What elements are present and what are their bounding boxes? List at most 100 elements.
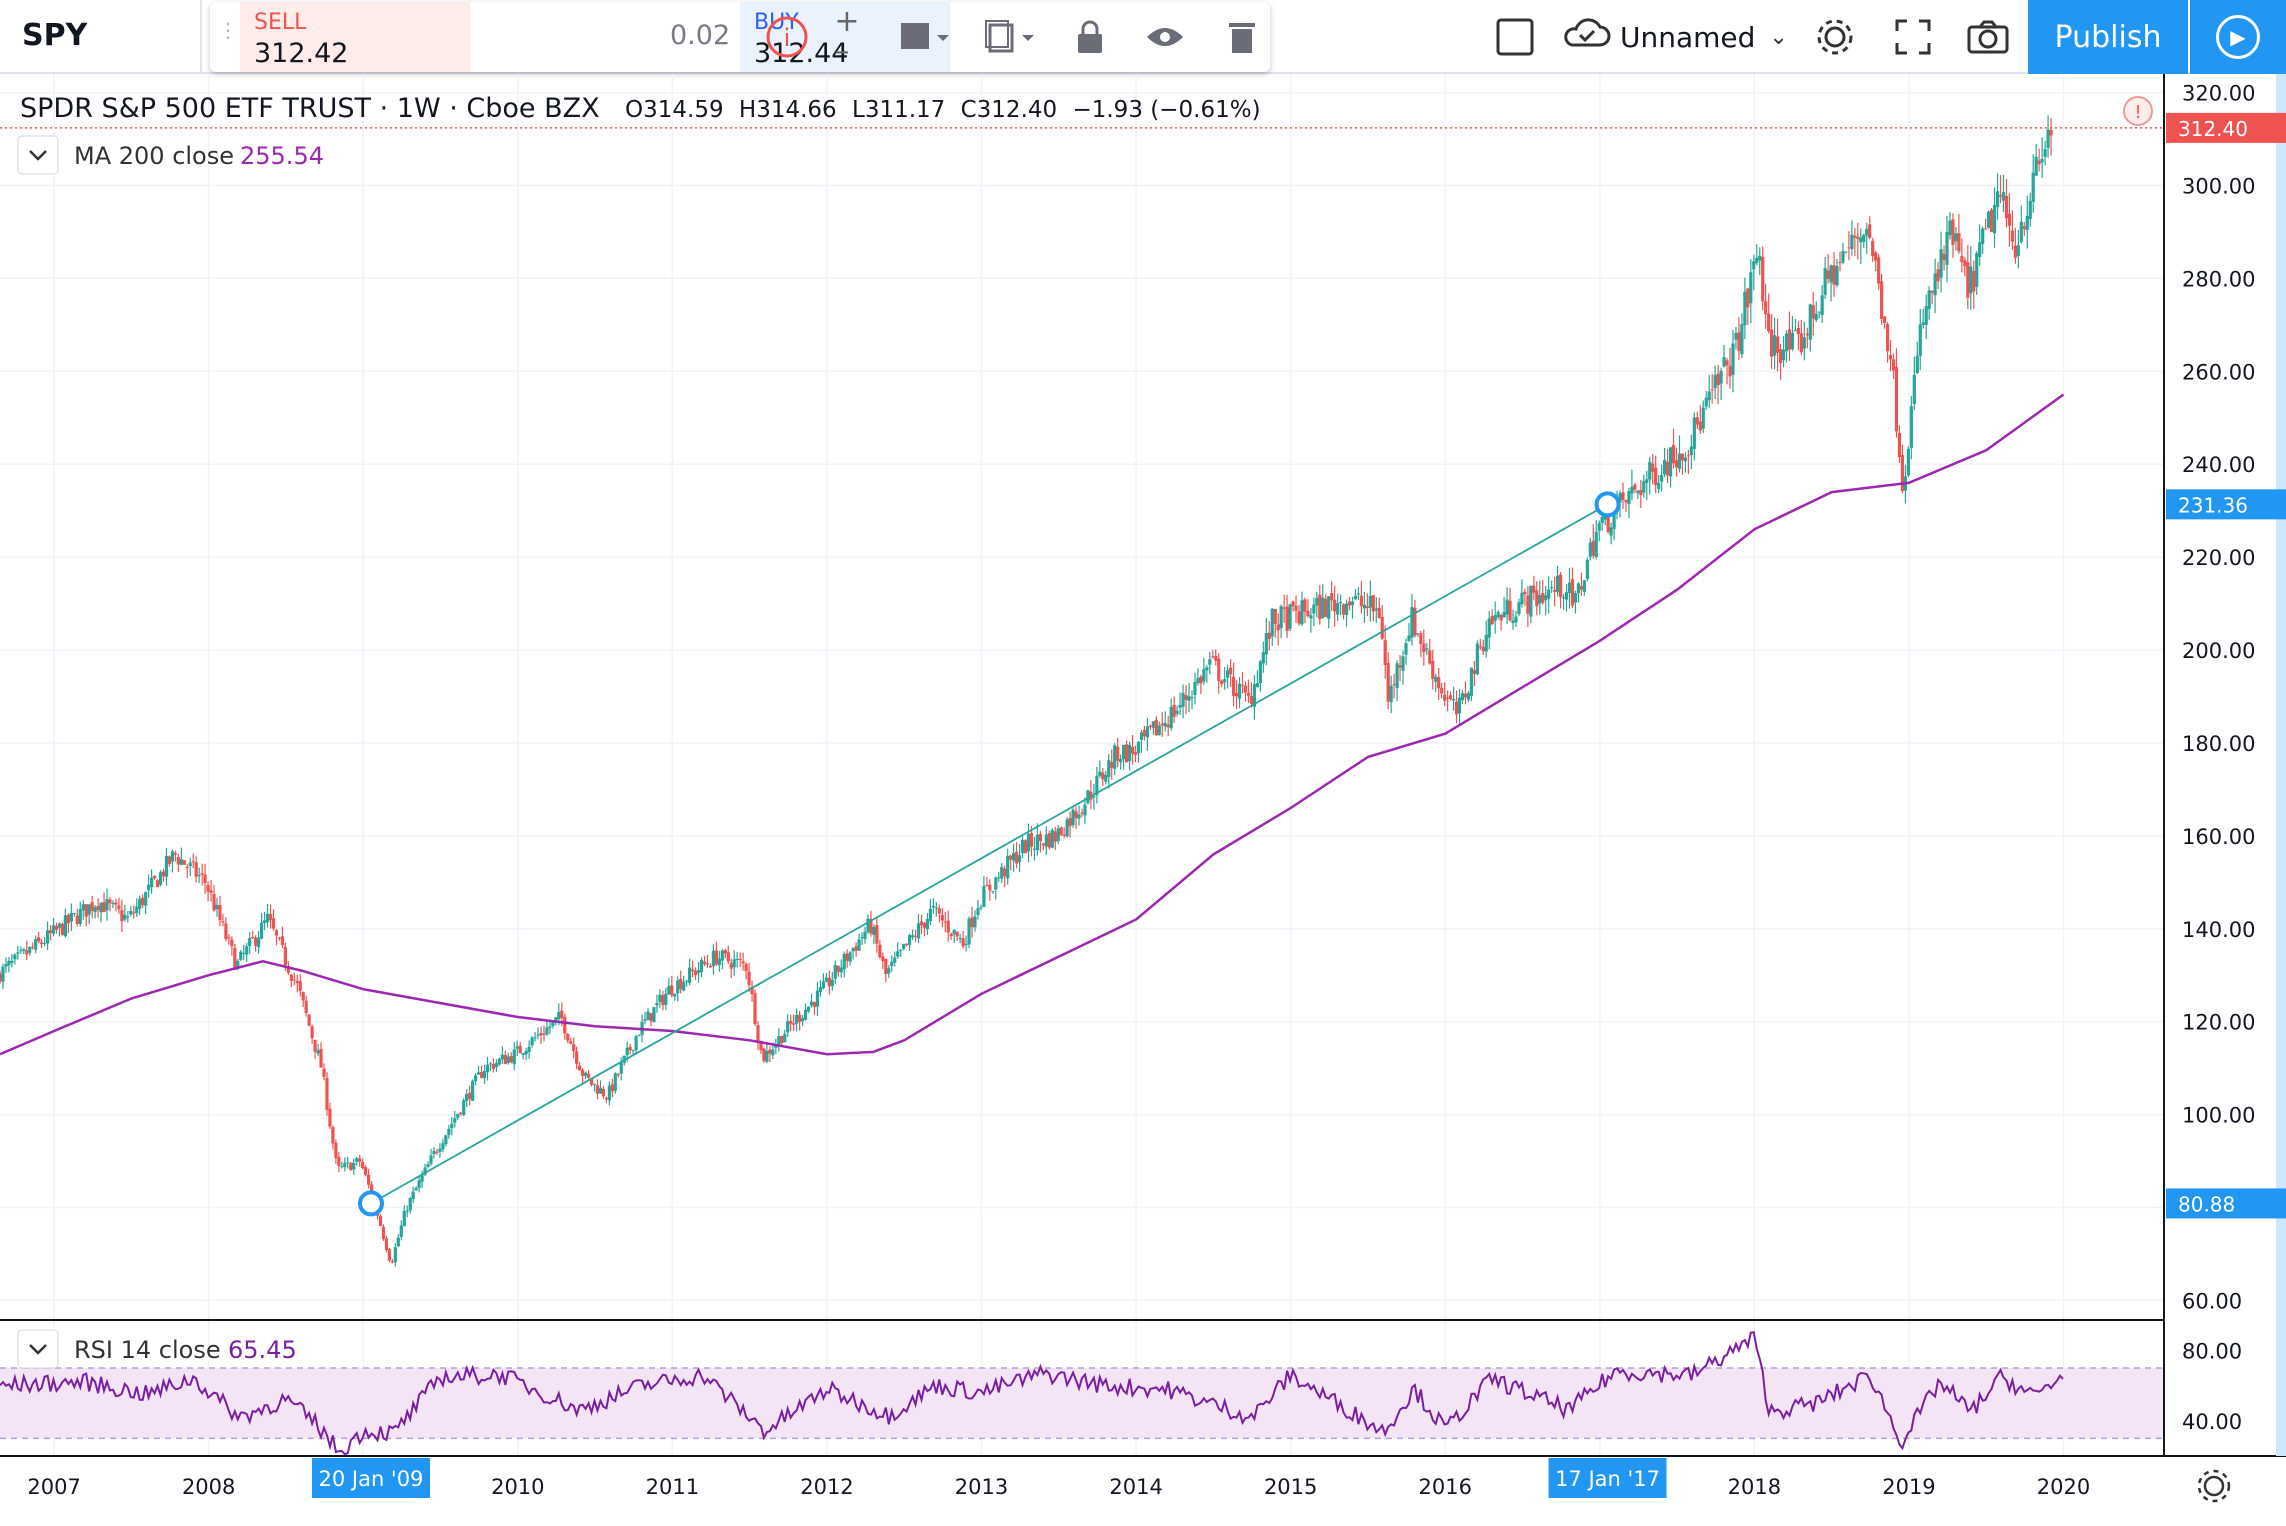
candle-body [307, 1014, 311, 1026]
candle-body [1915, 355, 1919, 374]
candle-body [384, 1238, 389, 1251]
candle-body [869, 918, 873, 934]
candle-body [1312, 604, 1316, 614]
trash-icon[interactable] [1212, 2, 1272, 72]
candle-body [96, 905, 100, 910]
candle-body [1835, 266, 1839, 286]
candle-body [961, 938, 965, 947]
rsi-collapse-button[interactable] [17, 1329, 59, 1369]
symbol-search[interactable]: SPY [22, 18, 88, 53]
candle-body [331, 1127, 335, 1144]
candle-body [1428, 650, 1432, 664]
candle-body [726, 952, 730, 962]
candle-body [123, 914, 127, 920]
candle-body [194, 862, 198, 877]
candle-body [583, 1072, 588, 1076]
publish-button[interactable]: Publish [2028, 0, 2188, 74]
candle-body [667, 986, 671, 995]
alert-icon[interactable] [2123, 96, 2153, 126]
candle-body [762, 1048, 766, 1062]
candle-body [313, 1039, 317, 1052]
candle-body [1050, 830, 1054, 848]
layout-name: Unnamed [1620, 20, 1756, 54]
candle-body [824, 977, 828, 982]
candle-body [631, 1049, 635, 1051]
info-icon[interactable]: i [752, 2, 822, 72]
lock-icon[interactable] [1060, 2, 1120, 72]
rectangle-tool-icon[interactable] [1480, 0, 1550, 74]
time-tick-label: 2016 [1419, 1475, 1472, 1499]
settings-gear-icon[interactable] [1800, 0, 1870, 74]
candle-body [1270, 608, 1274, 637]
candle-body [197, 875, 201, 877]
candle-body [1359, 595, 1364, 607]
ma-collapse-button[interactable] [17, 135, 59, 175]
candle-body [147, 884, 151, 891]
layout-save-button[interactable]: Unnamed ⌄ [1560, 0, 1800, 74]
candle-body [1880, 281, 1884, 319]
clone-icon[interactable] [970, 2, 1050, 72]
candle-body [1740, 324, 1744, 355]
sell-button[interactable] [240, 2, 470, 72]
candle-body [188, 862, 192, 867]
candle-body [1645, 479, 1649, 483]
candle-body [958, 937, 962, 939]
axis-settings-gear-icon[interactable] [2197, 1469, 2231, 1503]
candle-body [132, 912, 136, 914]
candle-body [200, 873, 204, 875]
candle-body [1059, 827, 1063, 835]
candle-body [1894, 367, 1899, 432]
candle-body [393, 1247, 397, 1263]
candle-body [274, 930, 279, 936]
candle-body [1627, 491, 1631, 504]
candle-body [1900, 455, 1905, 492]
rsi-line [0, 1331, 2064, 1456]
candle-body [340, 1166, 344, 1168]
candle-body [1484, 634, 1488, 652]
candle-body [1330, 593, 1334, 601]
candle-body [441, 1143, 445, 1150]
candle-body [1145, 726, 1149, 738]
candle-body [2001, 192, 2006, 201]
candle-body [1811, 305, 1815, 319]
candle-body [141, 897, 145, 906]
visibility-icon[interactable] [1135, 2, 1195, 72]
candle-body [1347, 601, 1352, 606]
candle-body [301, 992, 305, 1001]
candle-body [1187, 696, 1191, 701]
candle-body [905, 943, 909, 945]
candle-body [99, 903, 103, 913]
candle-body [1541, 593, 1545, 603]
candle-body [1205, 667, 1209, 671]
candle-body [1440, 687, 1444, 694]
candle-body [1157, 725, 1161, 736]
candle-body [286, 965, 290, 973]
candle-body [1410, 607, 1414, 638]
candle-body [1891, 359, 1896, 371]
candle-body [179, 859, 183, 865]
candle-body [893, 957, 897, 963]
candle-body [1609, 527, 1613, 536]
candle-body [1987, 211, 1991, 228]
candle-body [1829, 265, 1833, 283]
chart-area[interactable]: 60.00 80.00 100.00 120.00 140.00 160.00 180.00… [0, 74, 2286, 1526]
candle-body [4, 964, 8, 967]
candle-body [1252, 684, 1257, 707]
replay-button[interactable]: ▶ [2190, 0, 2286, 74]
camera-icon[interactable] [1950, 0, 2025, 74]
candle-body [1401, 656, 1405, 671]
candle-body [1446, 697, 1450, 699]
drag-handle-icon[interactable]: ⋮⋮ [218, 18, 258, 42]
candle-body [649, 1013, 653, 1021]
chart-grid [0, 74, 2164, 1456]
candle-body [679, 978, 683, 990]
fullscreen-icon[interactable] [1875, 0, 1950, 74]
candle-body [84, 904, 88, 917]
candle-body [875, 925, 879, 944]
candle-body [108, 899, 112, 904]
fill-color-icon[interactable] [885, 2, 965, 72]
candle-body [1874, 252, 1878, 261]
candle-body [1389, 685, 1393, 703]
quantity-stepper[interactable]: + – [834, 4, 860, 69]
candle-body [491, 1064, 496, 1069]
